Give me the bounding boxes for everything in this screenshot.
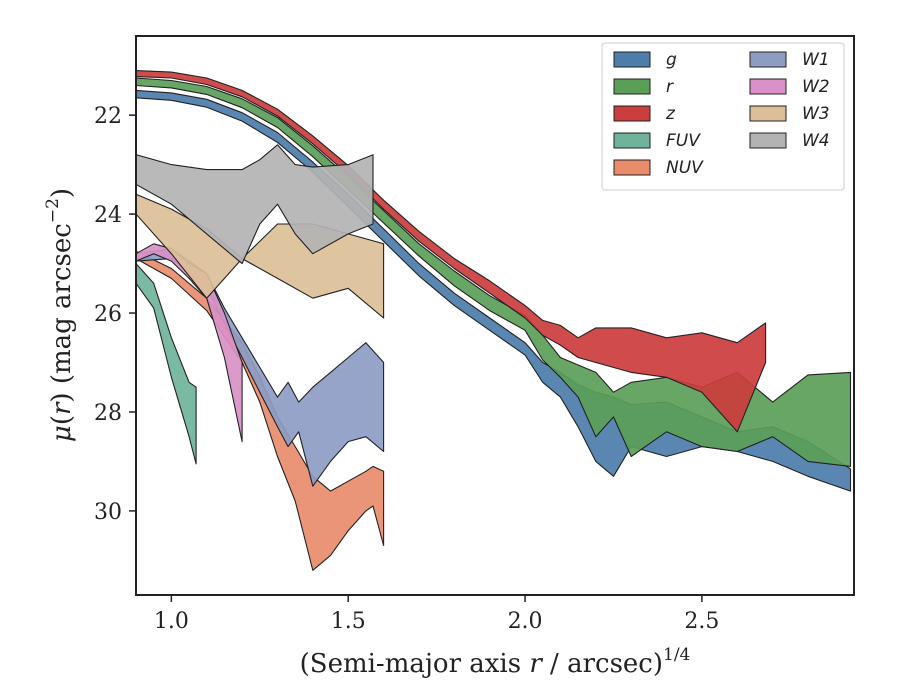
x-tick-label: 1.5 bbox=[331, 609, 366, 634]
legend-swatch-g bbox=[613, 51, 651, 68]
legend: grz FUV NUV W1 W2 W3 W4 bbox=[601, 42, 845, 191]
legend-label-g: g bbox=[666, 50, 677, 70]
surface-brightness-bands bbox=[136, 70, 852, 571]
legend-swatch-r bbox=[613, 78, 651, 95]
y-tick-label: 30 bbox=[94, 500, 122, 525]
x-axis-ticks: 1.0 1.5 2.0 2.5 bbox=[154, 595, 719, 634]
legend-swatch-z bbox=[613, 105, 651, 122]
legend-swatch-w1 bbox=[749, 51, 787, 68]
legend-swatch-w3 bbox=[749, 105, 787, 122]
legend-label-w2: W2 bbox=[802, 77, 830, 97]
legend-swatch-nuv bbox=[613, 159, 651, 176]
x-tick-label: 2.0 bbox=[508, 609, 543, 634]
legend-swatch-w4 bbox=[749, 132, 787, 149]
band-r bbox=[136, 77, 852, 467]
band-fuv bbox=[136, 263, 197, 465]
y-tick-label: 26 bbox=[94, 302, 122, 327]
plot-frame bbox=[135, 35, 855, 596]
y-tick-label: 22 bbox=[94, 104, 122, 129]
band-w4 bbox=[136, 144, 374, 265]
legend-label-r: r bbox=[666, 77, 674, 97]
legend-label-w1: W1 bbox=[802, 50, 830, 70]
legend-swatch-fuv bbox=[613, 132, 651, 149]
x-tick-label: 1.0 bbox=[154, 609, 189, 634]
legend-label-w3: W3 bbox=[802, 104, 830, 124]
x-tick-label: 2.5 bbox=[684, 609, 719, 634]
legend-label-nuv: NUV bbox=[666, 158, 704, 178]
legend-label-z: z bbox=[665, 104, 676, 124]
band-g bbox=[136, 89, 852, 492]
x-axis-label: (Semi-major axis r / arcsec)1/4 bbox=[300, 645, 691, 679]
y-axis-ticks: 22 24 26 28 30 bbox=[94, 104, 136, 525]
y-axis-label: μ(r) (mag arcsec−2) bbox=[43, 188, 77, 442]
legend-swatch-w2 bbox=[749, 78, 787, 95]
legend-label-w4: W4 bbox=[802, 131, 830, 151]
y-tick-label: 28 bbox=[94, 401, 122, 426]
legend-label-fuv: FUV bbox=[666, 131, 701, 151]
y-tick-label: 24 bbox=[94, 203, 122, 228]
